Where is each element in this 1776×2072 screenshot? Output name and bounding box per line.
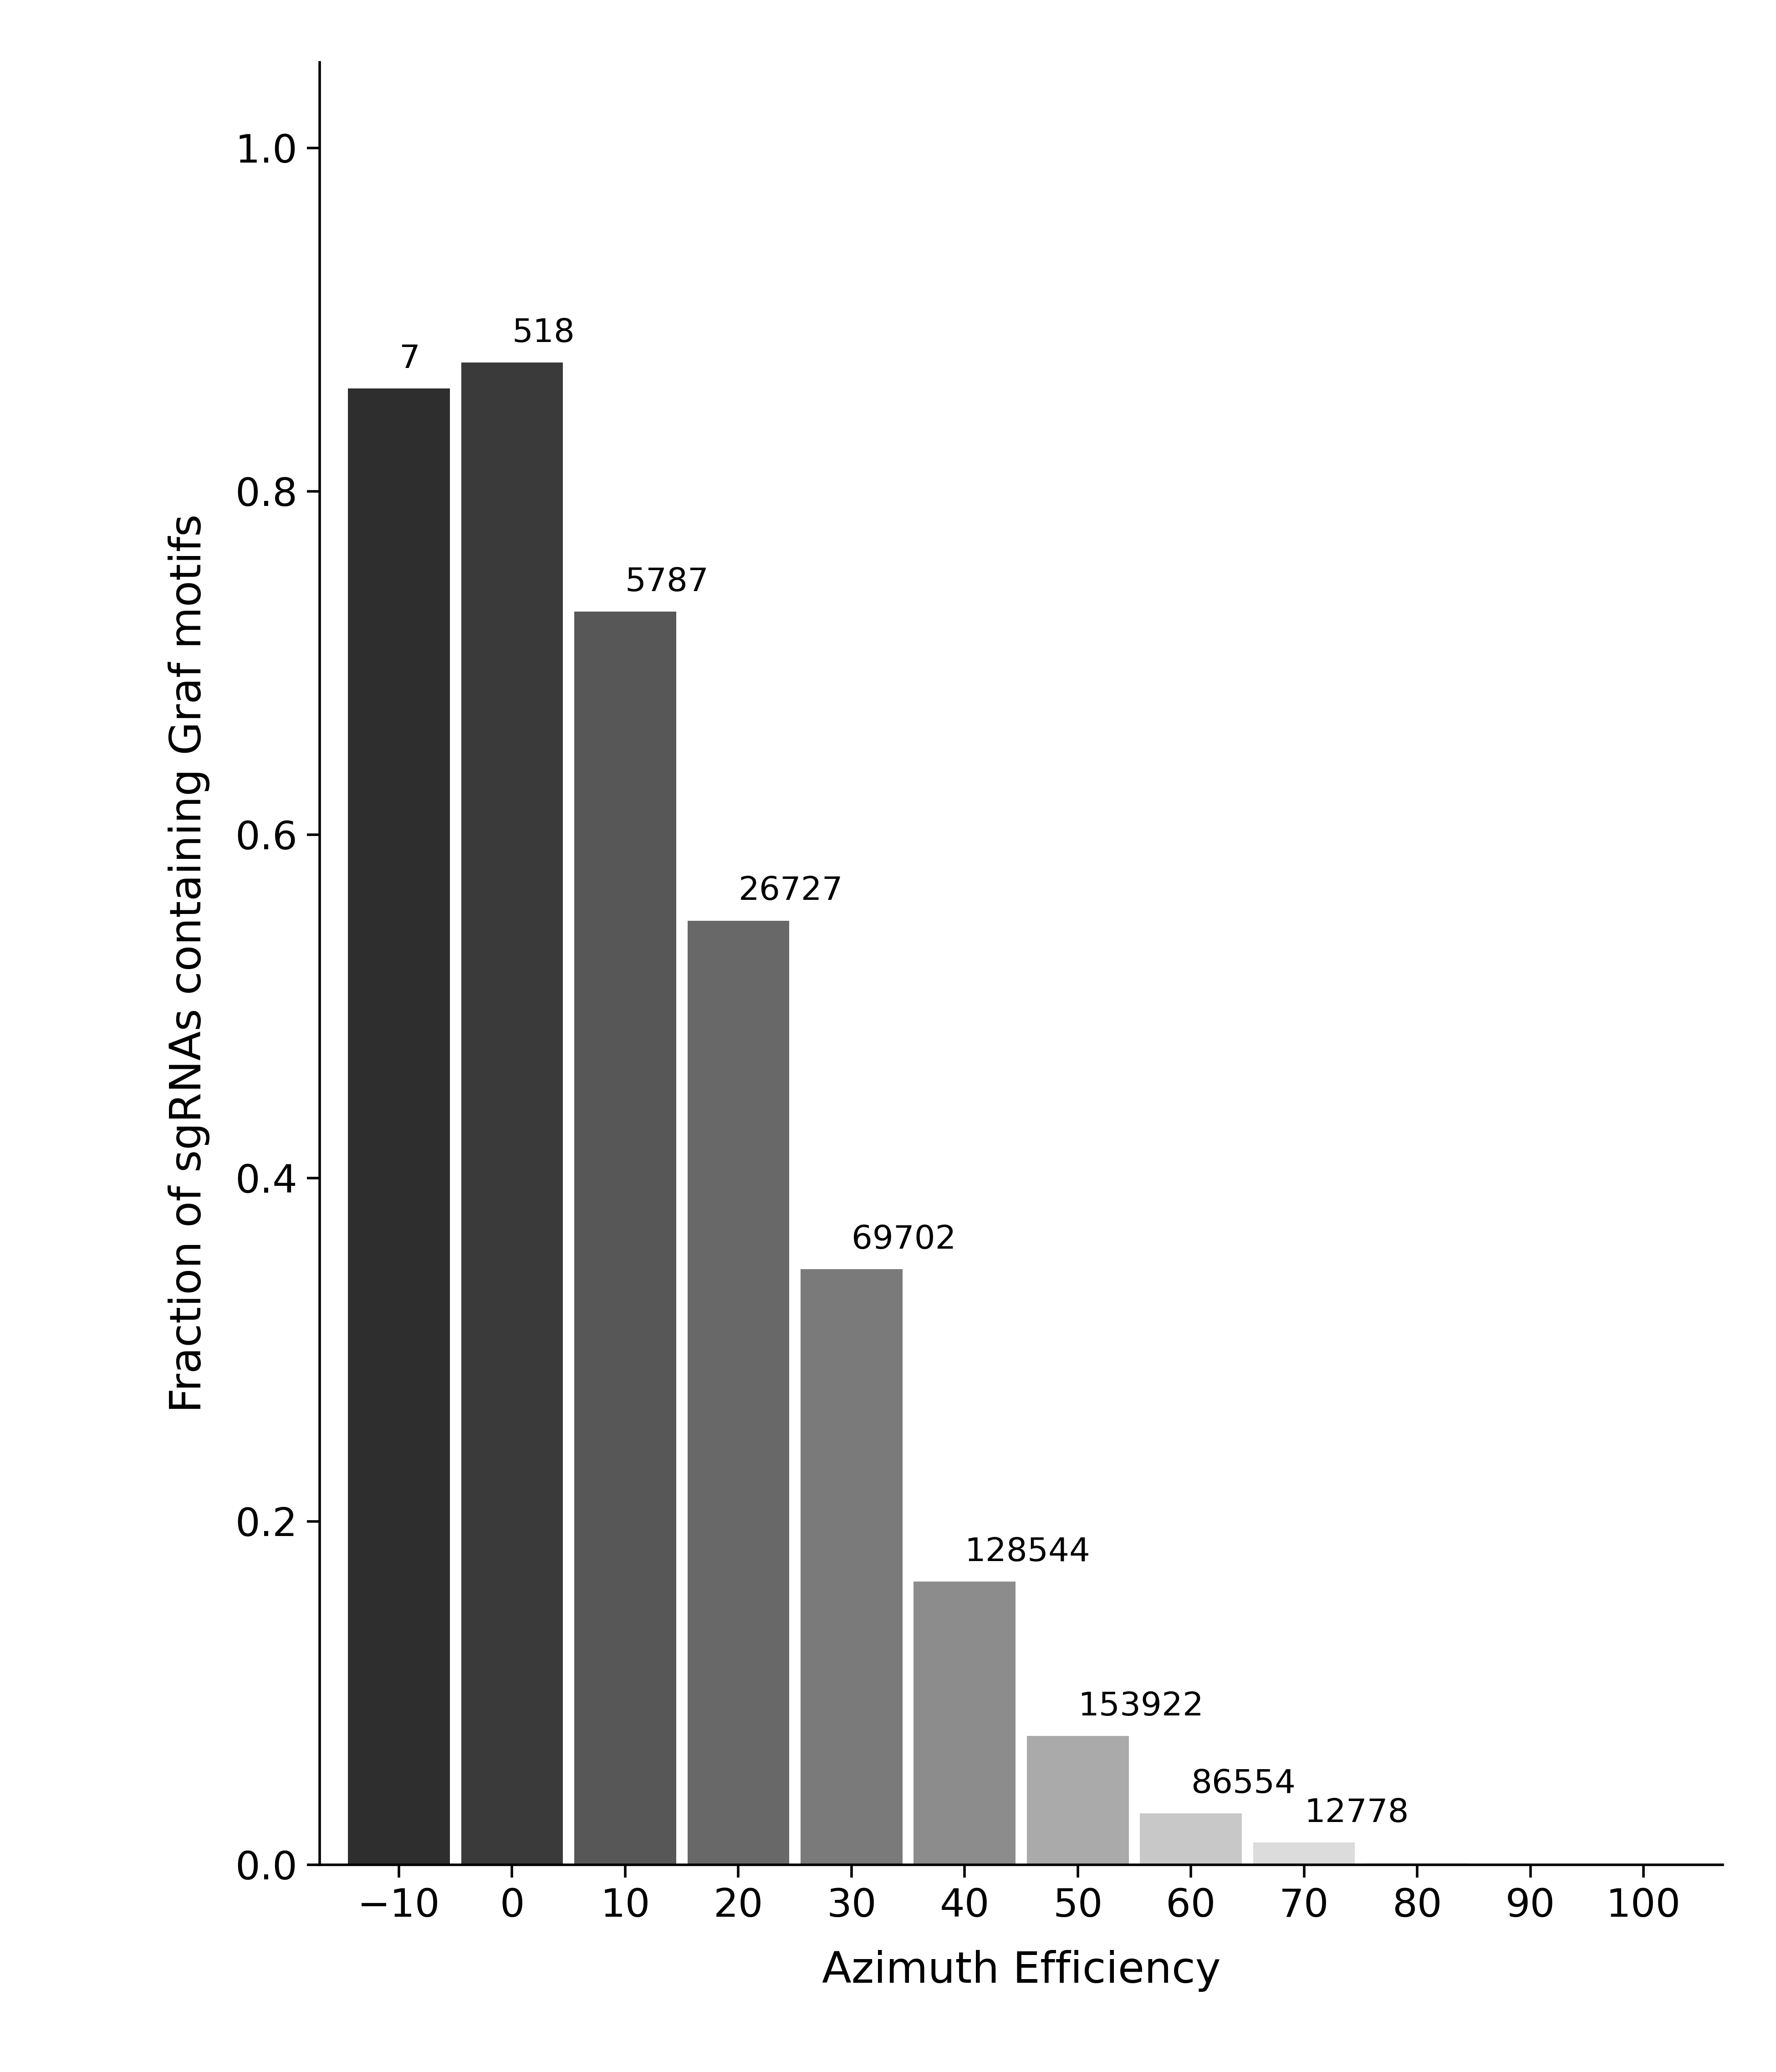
Bar — [1140, 1813, 1241, 1865]
Y-axis label: Fraction of sgRNAs containing Graf motifs: Fraction of sgRNAs containing Graf motif… — [169, 514, 210, 1413]
Bar — [1027, 1736, 1130, 1865]
Text: 86554: 86554 — [1192, 1767, 1296, 1801]
Text: 7: 7 — [400, 344, 419, 375]
Text: 12778: 12778 — [1304, 1796, 1408, 1830]
Bar — [574, 611, 677, 1865]
Bar — [462, 363, 563, 1865]
X-axis label: Azimuth Efficiency: Azimuth Efficiency — [822, 1950, 1220, 1991]
Text: 5787: 5787 — [625, 566, 709, 599]
Bar — [913, 1581, 1016, 1865]
Bar — [801, 1268, 902, 1865]
Bar — [687, 920, 789, 1865]
Text: 518: 518 — [511, 317, 575, 348]
Text: 69702: 69702 — [851, 1225, 955, 1256]
Bar — [1254, 1842, 1355, 1865]
Bar — [348, 387, 449, 1865]
Text: 26727: 26727 — [739, 874, 844, 908]
Text: 153922: 153922 — [1078, 1691, 1204, 1722]
Text: 128544: 128544 — [964, 1535, 1090, 1569]
